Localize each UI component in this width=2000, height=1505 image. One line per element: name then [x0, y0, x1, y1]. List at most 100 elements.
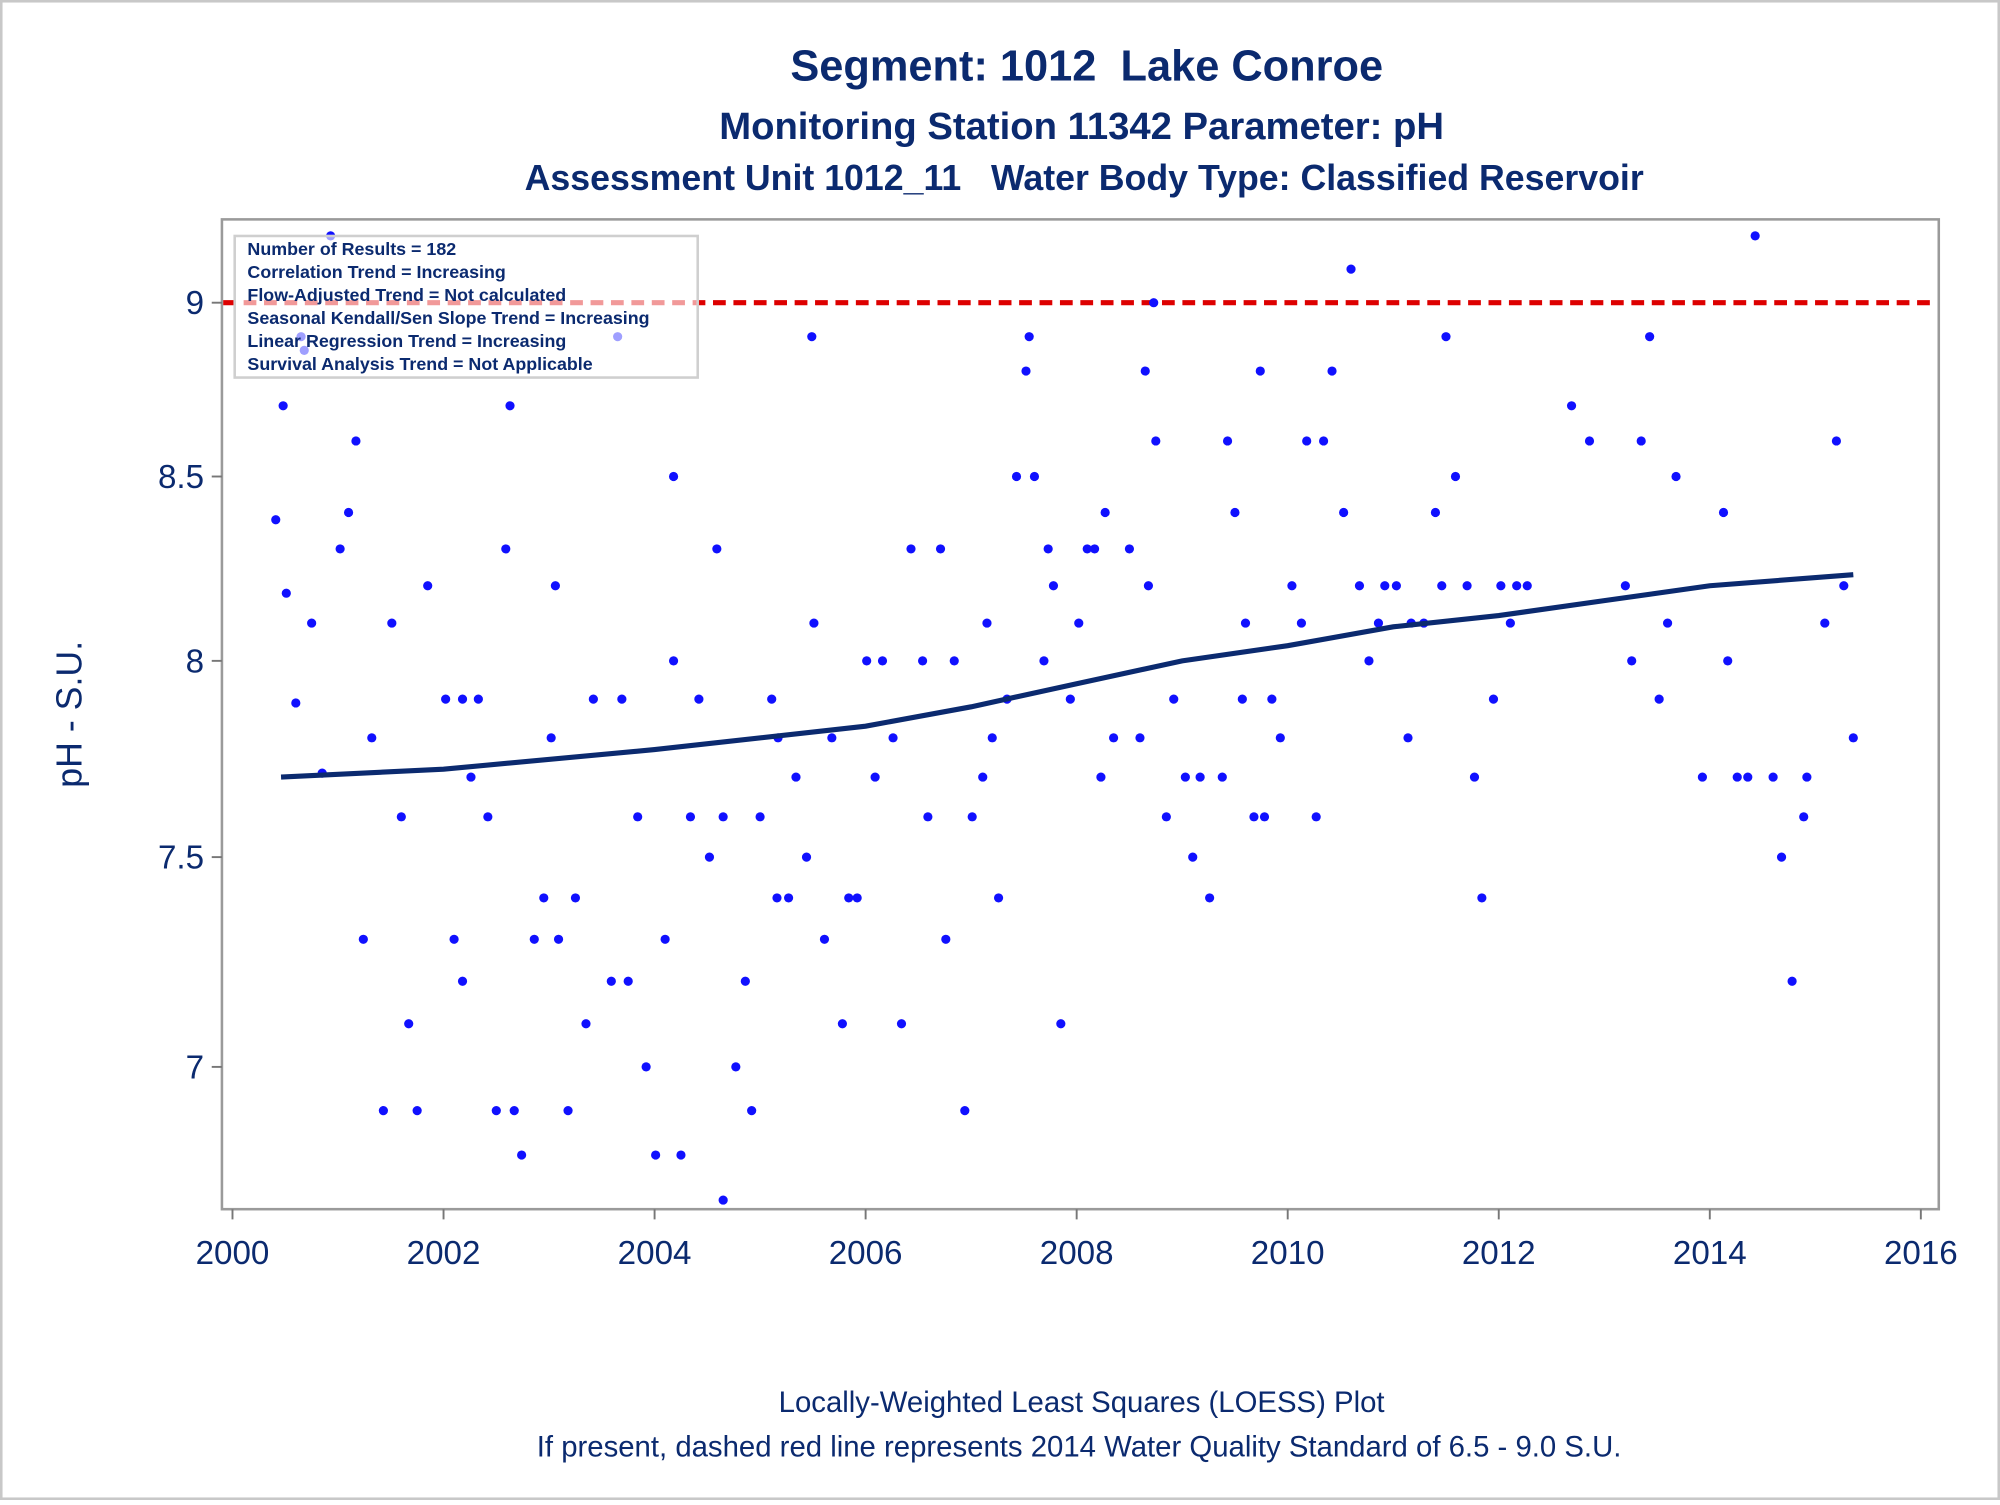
data-point: [367, 733, 377, 743]
data-point: [517, 1150, 527, 1160]
stats-box-frame: [233, 234, 699, 379]
data-point: [1100, 507, 1110, 518]
data-point: [676, 1150, 686, 1160]
data-point: [1043, 544, 1053, 554]
data-point: [668, 656, 679, 666]
data-point: [563, 1106, 573, 1116]
data-point: [923, 812, 933, 822]
data-point: [1151, 436, 1161, 446]
data-point: [1217, 772, 1227, 782]
data-point: [1302, 436, 1312, 446]
data-point: [1056, 1019, 1066, 1029]
chart-title: Segment: 1012 Lake Conroe: [790, 42, 1383, 90]
data-point: [1645, 332, 1655, 342]
data-point: [449, 934, 459, 944]
stats-text: Linear Regression Trend = Increasing: [247, 331, 566, 351]
data-point: [396, 812, 406, 822]
data-point: [740, 976, 750, 986]
data-point: [483, 812, 493, 822]
data-point: [1697, 772, 1707, 782]
data-point: [1327, 366, 1337, 376]
data-point: [982, 618, 992, 628]
data-point: [1267, 694, 1277, 704]
x-tick-label: 2006: [829, 1235, 903, 1272]
data-point: [993, 893, 1004, 903]
data-point: [1768, 772, 1778, 782]
data-point: [1512, 581, 1522, 591]
data-point: [877, 656, 888, 666]
data-point: [529, 934, 539, 944]
data-point: [281, 588, 291, 598]
data-point: [466, 772, 476, 782]
data-point: [1195, 772, 1205, 782]
x-tick-label: 2016: [1884, 1235, 1958, 1272]
data-point: [1488, 694, 1499, 704]
data-point: [1477, 893, 1487, 903]
data-point: [668, 471, 679, 482]
data-point: [1029, 471, 1040, 482]
data-point: [862, 656, 872, 666]
data-point: [1848, 733, 1858, 743]
data-point: [1820, 618, 1830, 628]
data-point: [685, 812, 696, 822]
data-point: [1430, 507, 1441, 518]
data-point: [827, 733, 837, 743]
data-point: [606, 976, 616, 986]
y-tick-label: 8: [186, 643, 204, 680]
data-point: [1296, 618, 1307, 628]
data-point: [271, 515, 281, 525]
data-point: [1011, 471, 1022, 482]
data-point: [1522, 581, 1532, 591]
data-point: [1024, 332, 1034, 342]
plot-area: [220, 218, 1941, 1211]
data-point: [1662, 618, 1673, 628]
data-point: [807, 332, 817, 342]
stats-box: Number of Results = 182 Correlation Trend…: [233, 234, 699, 379]
chart-subtitle: Monitoring Station 11342 Parameter: pH: [719, 105, 1444, 148]
data-point: [1339, 507, 1349, 518]
x-tick-label: 2014: [1673, 1235, 1747, 1272]
data-point: [1505, 618, 1515, 628]
data-point: [1048, 581, 1059, 591]
data-point: [343, 507, 354, 518]
data-point: [351, 436, 361, 446]
data-point: [888, 733, 898, 743]
data-point: [1074, 618, 1084, 628]
stats-text: Correlation Trend = Increasing: [247, 262, 505, 282]
data-point: [747, 1106, 757, 1116]
data-point: [550, 581, 560, 591]
data-point: [1584, 436, 1595, 446]
data-point: [588, 694, 598, 704]
data-point: [967, 812, 977, 822]
data-point: [501, 544, 511, 554]
data-point: [1469, 772, 1480, 782]
data-point: [949, 656, 959, 666]
data-point: [1275, 733, 1285, 743]
data-point: [1380, 581, 1390, 591]
data-point: [651, 1150, 661, 1160]
data-point: [1776, 852, 1787, 862]
data-point: [1161, 812, 1171, 822]
y-axis-label: pH - S.U.: [50, 641, 90, 788]
data-point: [378, 1106, 388, 1116]
data-point: [1799, 812, 1809, 822]
data-point: [1021, 366, 1031, 376]
stats-text: Number of Results = 182: [247, 239, 456, 259]
x-tick-label: 2002: [407, 1235, 481, 1272]
data-point: [473, 694, 483, 704]
data-point: [581, 1019, 591, 1029]
data-point: [1249, 812, 1259, 822]
data-point: [1403, 733, 1413, 743]
data-point: [1437, 581, 1447, 591]
data-point: [718, 1195, 728, 1205]
x-tick-label: 2012: [1462, 1235, 1536, 1272]
data-point: [539, 893, 549, 903]
stats-text: Survival Analysis Trend = Not Applicable: [247, 354, 592, 374]
data-point: [712, 544, 722, 554]
data-point: [731, 1062, 741, 1072]
data-point: [783, 893, 794, 903]
stats-text: Flow-Adjusted Trend = Not calculated: [247, 285, 566, 305]
data-point: [358, 934, 368, 944]
data-point: [1839, 581, 1849, 591]
